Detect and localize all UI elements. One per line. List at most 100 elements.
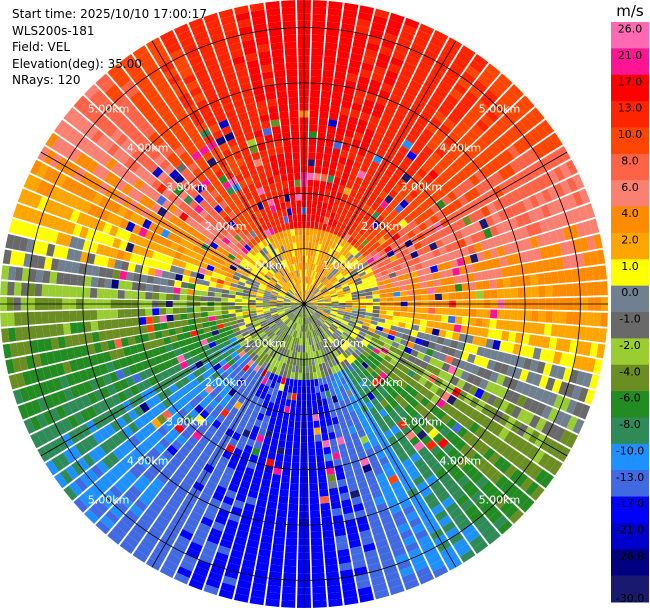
velocity-gate: [165, 462, 178, 474]
velocity-gate: [306, 200, 312, 208]
velocity-gate: [362, 369, 371, 378]
velocity-gate: [281, 362, 287, 371]
velocity-gate: [318, 475, 327, 484]
velocity-gate: [271, 358, 278, 367]
velocity-gate: [205, 117, 218, 128]
velocity-gate: [255, 297, 263, 301]
velocity-gate: [287, 272, 293, 280]
velocity-gate: [322, 324, 328, 331]
velocity-gate: [256, 412, 265, 422]
velocity-gate: [220, 582, 236, 593]
velocity-gate: [93, 342, 103, 354]
velocity-gate: [86, 405, 98, 419]
velocity-gate: [333, 176, 341, 185]
velocity-gate: [57, 140, 71, 156]
velocity-gate: [98, 233, 109, 245]
velocity-gate: [249, 525, 262, 535]
velocity-gate: [216, 258, 225, 266]
velocity-gate: [251, 246, 259, 254]
velocity-gate: [586, 282, 595, 296]
velocity-gate: [313, 413, 319, 422]
velocity-gate: [317, 298, 325, 301]
velocity-gate: [173, 287, 181, 294]
velocity-gate: [270, 309, 278, 312]
velocity-gate: [41, 311, 50, 324]
velocity-gate: [401, 572, 417, 584]
velocity-gate: [142, 469, 156, 483]
velocity-gate: [343, 412, 352, 422]
velocity-gate: [263, 294, 271, 298]
velocity-gate: [204, 213, 214, 223]
velocity-gate: [30, 193, 42, 209]
velocity-gate: [357, 451, 367, 461]
velocity-gate: [306, 214, 311, 222]
velocity-gate: [288, 364, 293, 372]
velocity-gate: [152, 430, 164, 442]
velocity-gate: [418, 376, 428, 386]
velocity-gate: [251, 256, 259, 264]
velocity-gate: [93, 149, 107, 163]
velocity-gate: [347, 447, 357, 457]
velocity-gate: [305, 310, 309, 318]
velocity-gate: [218, 119, 230, 130]
velocity-gate: [516, 239, 526, 252]
velocity-gate: [82, 140, 96, 155]
velocity-gate: [495, 373, 506, 386]
velocity-gate: [433, 279, 441, 287]
velocity-gate: [254, 254, 262, 262]
velocity-gate: [351, 138, 362, 148]
velocity-gate: [174, 145, 186, 157]
velocity-gate: [178, 201, 189, 212]
velocity-gate: [251, 317, 259, 323]
velocity-gate: [274, 284, 282, 290]
velocity-gate: [382, 327, 391, 334]
velocity-gate: [491, 383, 502, 396]
velocity-gate: [315, 250, 320, 258]
velocity-gate: [390, 540, 404, 552]
velocity-gate: [225, 272, 234, 279]
velocity-gate: [292, 278, 297, 286]
velocity-gate: [235, 253, 244, 261]
velocity-gate: [201, 370, 211, 380]
velocity-gate: [153, 496, 167, 509]
velocity-gate: [79, 251, 89, 264]
velocity-gate: [272, 314, 280, 319]
velocity-gate: [552, 243, 562, 257]
velocity-gate: [404, 323, 413, 330]
velocity-gate: [290, 305, 298, 308]
velocity-gate: [277, 330, 283, 337]
velocity-gate: [294, 330, 298, 338]
velocity-gate: [358, 257, 367, 265]
velocity-gate: [314, 312, 321, 318]
velocity-gate: [342, 216, 350, 225]
velocity-gate: [395, 362, 404, 371]
velocity-gate: [118, 318, 126, 328]
velocity-gate: [245, 265, 253, 272]
velocity-gate: [342, 285, 350, 291]
velocity-gate: [529, 414, 541, 429]
velocity-gate: [207, 232, 217, 242]
velocity-gate: [342, 342, 349, 349]
velocity-gate: [487, 328, 496, 339]
velocity-gate: [490, 104, 504, 118]
velocity-gate: [398, 161, 409, 173]
velocity-gate: [380, 389, 390, 399]
velocity-gate: [230, 249, 239, 257]
velocity-gate: [99, 153, 112, 167]
velocity-gate: [147, 112, 161, 125]
velocity-gate: [456, 169, 469, 182]
velocity-gate: [310, 299, 318, 303]
velocity-gate: [251, 333, 259, 340]
velocity-gate: [172, 541, 188, 554]
velocity-gate: [238, 179, 248, 189]
velocity-gate: [424, 412, 435, 423]
velocity-gate: [134, 362, 145, 373]
velocity-gate: [205, 223, 215, 233]
velocity-gate: [210, 276, 218, 283]
velocity-gate: [411, 324, 420, 332]
velocity-gate: [376, 384, 385, 394]
velocity-gate: [64, 260, 73, 273]
velocity-gate: [141, 439, 154, 451]
velocity-gate: [477, 152, 490, 165]
velocity-gate: [316, 371, 322, 379]
